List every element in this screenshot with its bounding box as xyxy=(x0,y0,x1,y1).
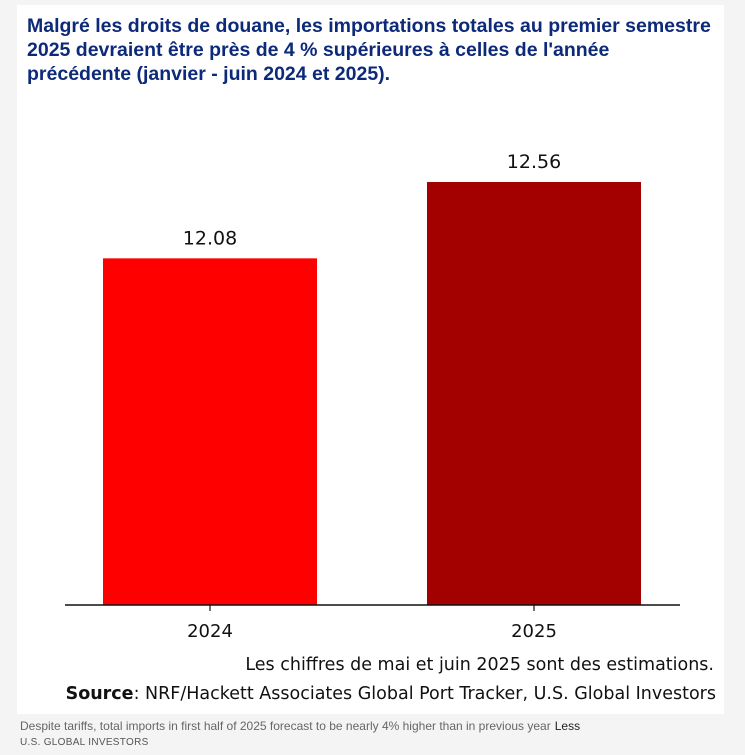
bar-2024 xyxy=(103,258,317,605)
bar-chart: 12.08 2024 12.56 2025 xyxy=(65,151,680,642)
caption-text: Despite tariffs, total imports in first … xyxy=(20,719,551,733)
data-label-2024: 12.08 xyxy=(183,227,237,249)
source-label: Source xyxy=(65,684,134,704)
less-link[interactable]: Less xyxy=(554,719,581,733)
source-line: Source: NRF/Hackett Associates Global Po… xyxy=(66,684,716,704)
data-label-2025: 12.56 xyxy=(507,151,561,173)
bar-2025 xyxy=(427,182,641,605)
x-tick-label-2024: 2024 xyxy=(187,621,233,642)
estimate-note: Les chiffres de mai et juin 2025 sont de… xyxy=(245,655,714,675)
chart-card: Malgré les droits de douane, les importa… xyxy=(17,5,724,714)
chart-title: Malgré les droits de douane, les importa… xyxy=(27,15,711,85)
image-caption: Despite tariffs, total imports in first … xyxy=(20,719,580,733)
x-tick-label-2025: 2025 xyxy=(511,621,557,642)
source-text: : NRF/Hackett Associates Global Port Tra… xyxy=(133,684,716,704)
image-credit: U.S. GLOBAL INVESTORS xyxy=(20,737,149,748)
